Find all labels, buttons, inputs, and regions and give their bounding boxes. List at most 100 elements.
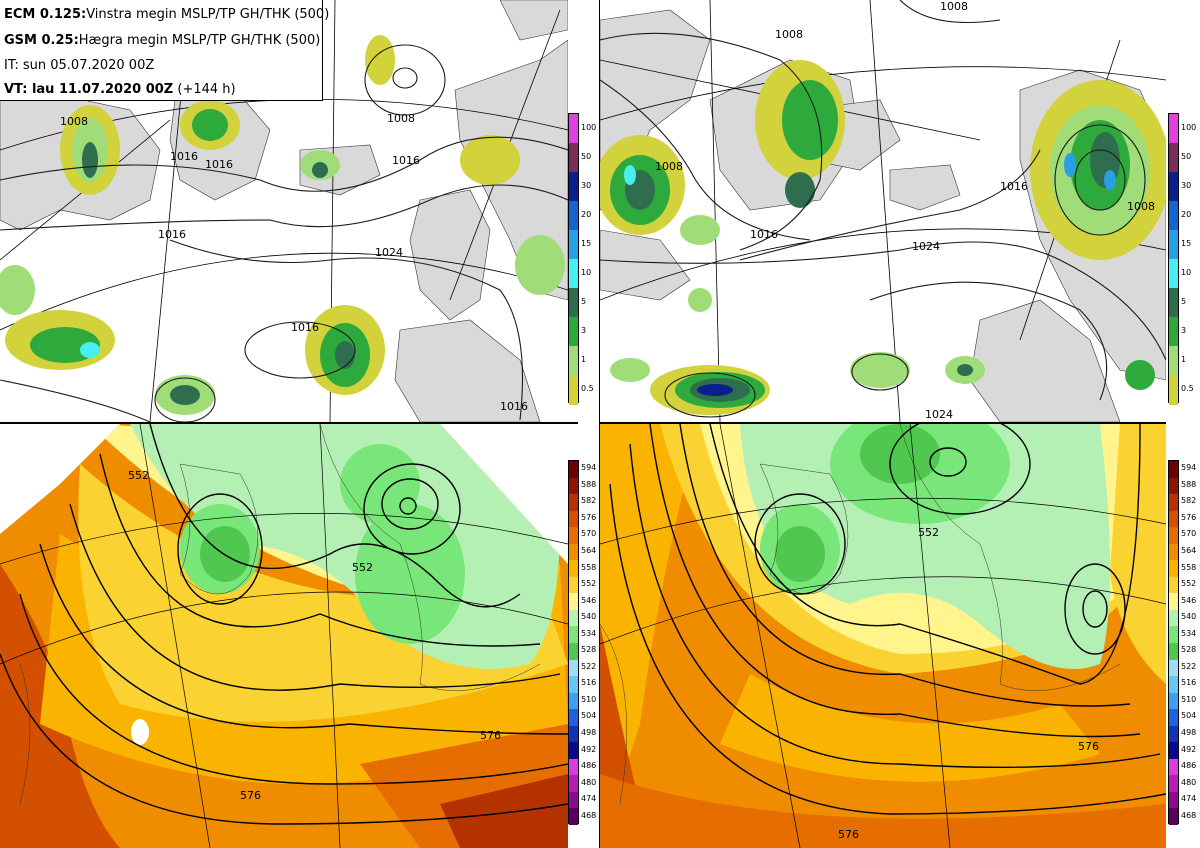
- thickness-colorbar-swatch: [1169, 808, 1178, 826]
- panel-divider-left: [0, 422, 578, 424]
- precip-colorbar-swatch: [569, 172, 578, 202]
- thickness-colorbar-label: 594: [581, 463, 597, 473]
- precip-colorbar-label: 30: [581, 180, 592, 190]
- isobar-label: 1016: [750, 228, 778, 241]
- precip-colorbar-label: 0.5: [581, 383, 594, 393]
- thickness-colorbar-label: 546: [581, 595, 597, 605]
- ecm-500hpa-thickness-map: 552 576 576 552: [0, 424, 568, 848]
- precipitation-areas: [600, 60, 1166, 415]
- precip-colorbar-swatch: [1169, 375, 1178, 405]
- thickness-colorbar-label: 492: [1181, 744, 1197, 754]
- thickness-colorbar-label: 582: [581, 496, 597, 506]
- precip-colorbar-swatch: [569, 375, 578, 405]
- precip-colorbar-label: 20: [1181, 209, 1192, 219]
- thickness-colorbar-swatch: [569, 477, 578, 495]
- precip-colorbar-label: 5: [1181, 296, 1187, 306]
- initial-time-line: IT: sun 05.07.2020 00Z: [4, 58, 155, 73]
- precip-colorbar-label: 3: [1181, 325, 1187, 335]
- thickness-colorbar-label: 516: [1181, 678, 1197, 688]
- height-contours: [0, 424, 568, 825]
- isobar-label: 1008: [60, 115, 88, 128]
- coastlines: [600, 424, 1121, 805]
- thickness-colorbar-swatch: [569, 676, 578, 694]
- isobar-label: 1008: [655, 160, 683, 173]
- thickness-colorbar-swatch: [569, 791, 578, 809]
- precip-colorbar-swatch: [1169, 143, 1178, 173]
- thickness-colorbar-label: 552: [581, 579, 597, 589]
- precip-colorbar-swatch: [1169, 172, 1178, 202]
- thickness-colorbar-swatch: [1169, 593, 1178, 611]
- thickness-colorbar-swatch: [569, 461, 578, 479]
- thickness-colorbar-label: 486: [1181, 761, 1197, 771]
- contour-label: 576: [1078, 740, 1099, 753]
- thickness-colorbar-label: 588: [1181, 479, 1197, 489]
- thickness-colorbar-swatch: [1169, 725, 1178, 743]
- precip-colorbar-swatch: [1169, 317, 1178, 347]
- precip-colorbar-label: 10: [1181, 267, 1192, 277]
- thickness-colorbar-swatch: [1169, 461, 1178, 479]
- isobar-label: 1024: [375, 246, 403, 259]
- precip-colorbar-swatch: [569, 201, 578, 231]
- thickness-colorbar-swatch: [1169, 510, 1178, 528]
- thickness-colorbar-label: 564: [581, 546, 597, 555]
- map-info-box: ECM 0.125:Vinstra megin MSLP/TP GH/THK (…: [0, 0, 329, 101]
- thickness-colorbar-swatch: [1169, 643, 1178, 661]
- thickness-colorbar-swatch: [1169, 709, 1178, 727]
- thickness-colorbar-swatch: [569, 510, 578, 528]
- graticule: [0, 424, 568, 848]
- thickness-colorbar-swatch: [569, 576, 578, 594]
- isobar-label: 1008: [940, 0, 968, 13]
- thickness-colorbar-swatch: [569, 626, 578, 644]
- panel-divider-right: [600, 422, 1166, 424]
- contour-label: 552: [128, 469, 149, 482]
- contour-label: 576: [240, 789, 261, 802]
- thickness-colorbar-label: 534: [581, 628, 597, 638]
- contour-label: 576: [838, 828, 859, 841]
- isobar-label: 1016: [291, 321, 319, 334]
- thickness-colorbar-swatch: [569, 609, 578, 627]
- thickness-colorbar-label: 510: [581, 694, 597, 704]
- thickness-colorbar-label: 474: [1181, 794, 1197, 804]
- isobar-labels: 1008 1016 1016 1016 1024 1016 1016 1016 …: [60, 112, 528, 413]
- thickness-colorbar-label: 528: [1181, 645, 1197, 655]
- thickness-colorbar-label: 570: [581, 529, 597, 539]
- thickness-colorbar-swatch: [1169, 560, 1178, 578]
- precip-colorbar-swatch: [569, 317, 578, 347]
- thickness-colorbar-label: 516: [581, 678, 597, 688]
- thickness-fill: [0, 424, 568, 848]
- thickness-colorbar-swatch: [1169, 477, 1178, 495]
- precip-colorbar-swatch: [1169, 288, 1178, 318]
- precip-colorbar-label: 30: [1181, 180, 1192, 190]
- isobar-labels: 1008 1008 1016 1016 1024 1024 1008 1008: [655, 0, 1155, 421]
- thickness-colorbar-label: 480: [1181, 777, 1197, 787]
- precip-colorbar-right: [1168, 113, 1179, 405]
- thickness-colorbar-label: 570: [1181, 529, 1197, 539]
- thickness-colorbar-label: 558: [581, 562, 597, 572]
- thickness-colorbar-swatch: [1169, 742, 1178, 760]
- thickness-colorbar-swatch: [569, 494, 578, 512]
- thickness-colorbar-label: 480: [581, 777, 597, 787]
- isobar-label: 1008: [387, 112, 415, 125]
- precip-colorbar-label: 15: [1181, 238, 1192, 248]
- gsm-500hpa-thickness-map: 552 576 576: [600, 424, 1166, 848]
- thickness-colorbar-swatch: [569, 742, 578, 760]
- thickness-colorbar-swatch: [1169, 659, 1178, 677]
- contour-labels: 552 576 576: [838, 526, 1099, 841]
- isobars: [0, 44, 568, 422]
- thickness-colorbar-swatch: [1169, 758, 1178, 776]
- thickness-colorbar-label: 552: [1181, 579, 1197, 589]
- contour-label: 552: [352, 561, 373, 574]
- thickness-colorbar-swatch: [569, 543, 578, 561]
- thickness-colorbar-swatch: [569, 808, 578, 826]
- precip-colorbar-swatch: [569, 230, 578, 260]
- thickness-colorbar-label: 546: [1181, 595, 1197, 605]
- thickness-colorbar-label: 468: [1181, 810, 1197, 820]
- isobar-label: 1016: [392, 154, 420, 167]
- gsm-mslp-precip-map: 1008 1008 1016 1016 1024 1024 1008 1008: [600, 0, 1166, 422]
- thickness-colorbar-swatch: [569, 758, 578, 776]
- precip-colorbar-swatch: [569, 259, 578, 289]
- thickness-colorbar-label: 474: [581, 794, 597, 804]
- thickness-colorbar-label: 510: [1181, 694, 1197, 704]
- thickness-colorbar-label: 498: [581, 728, 597, 737]
- contour-label: 576: [480, 729, 501, 742]
